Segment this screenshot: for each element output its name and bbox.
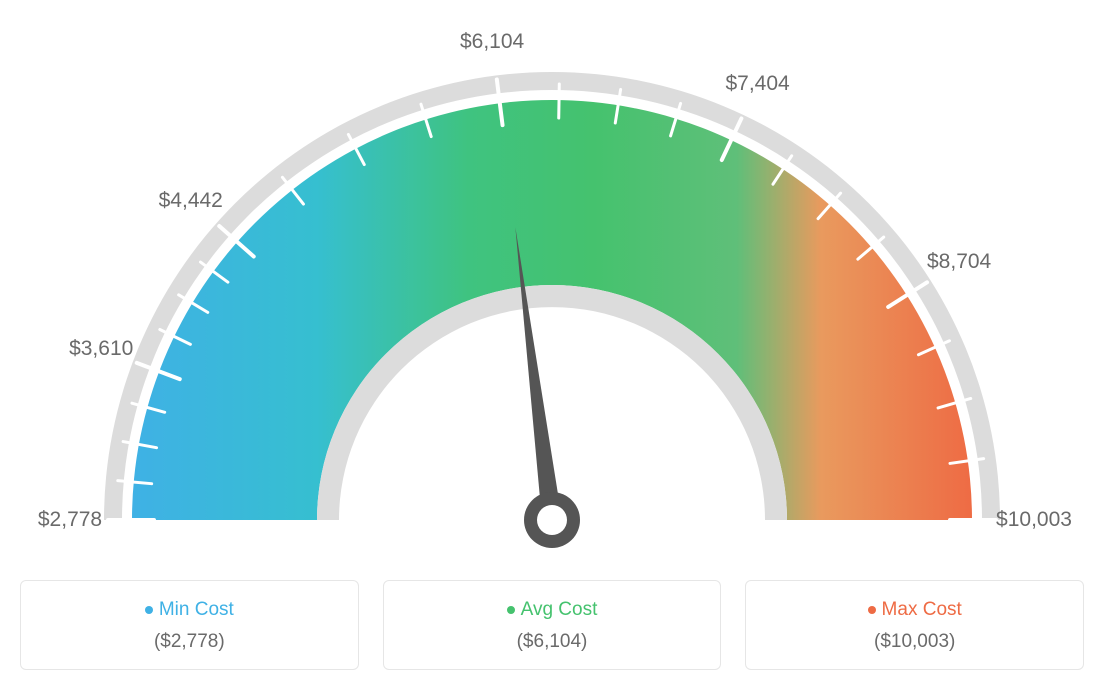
gauge-svg <box>20 20 1084 560</box>
gauge-tick-label: $7,404 <box>725 72 789 96</box>
legend-title: Max Cost <box>756 599 1073 621</box>
legend-row: Min Cost ($2,778) Avg Cost ($6,104) Max Cost… <box>20 580 1084 670</box>
gauge-tick-label: $10,003 <box>996 508 1072 532</box>
legend-label: Max Cost <box>882 599 962 620</box>
legend-value: ($2,778) <box>31 631 348 653</box>
gauge-tick-label: $6,104 <box>460 30 524 54</box>
legend-title: Min Cost <box>31 599 348 621</box>
legend-bullet-icon <box>507 606 515 614</box>
gauge-tick-label: $2,778 <box>38 508 102 532</box>
cost-gauge-chart: $2,778 $3,610 $4,442 $6,104 $7,404 $8,704 $10,… <box>20 20 1084 670</box>
legend-bullet-icon <box>145 606 153 614</box>
gauge-hub-hole <box>537 505 567 535</box>
legend-label: Avg Cost <box>521 599 598 620</box>
legend-bullet-icon <box>868 606 876 614</box>
legend-value: ($6,104) <box>394 631 711 653</box>
legend-label: Min Cost <box>159 599 234 620</box>
legend-card: Max Cost ($10,003) <box>745 580 1084 670</box>
legend-title: Avg Cost <box>394 599 711 621</box>
legend-card: Min Cost ($2,778) <box>20 580 359 670</box>
gauge-tick-label: $8,704 <box>927 250 991 274</box>
gauge-area: $2,778 $3,610 $4,442 $6,104 $7,404 $8,704 $10,… <box>20 20 1084 560</box>
gauge-tick-label: $3,610 <box>69 337 133 361</box>
legend-value: ($10,003) <box>756 631 1073 653</box>
gauge-tick-label: $4,442 <box>159 189 223 213</box>
legend-card: Avg Cost ($6,104) <box>383 580 722 670</box>
